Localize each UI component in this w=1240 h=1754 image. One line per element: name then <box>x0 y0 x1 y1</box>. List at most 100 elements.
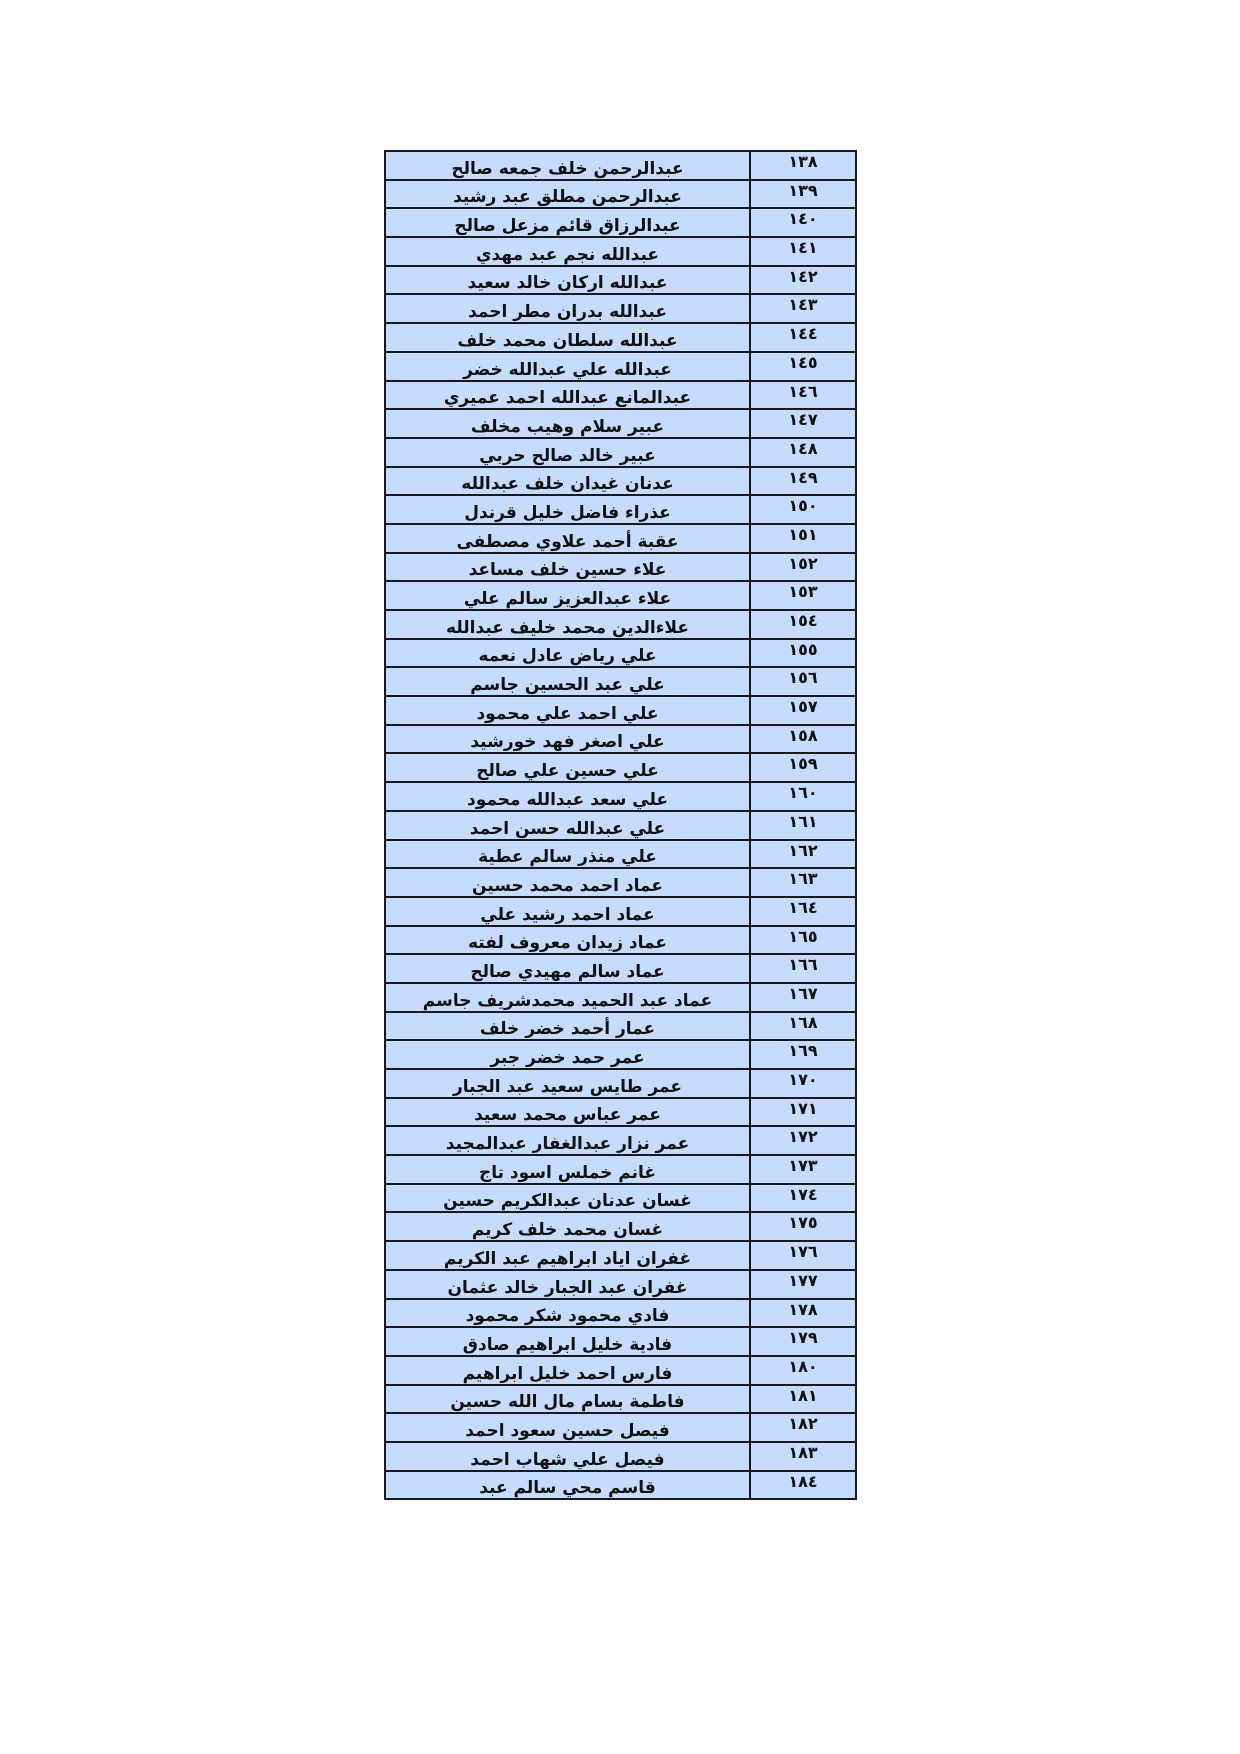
row-number: ١٦١ <box>749 809 857 841</box>
person-name: عذراء فاضل خليل قرندل <box>384 494 751 525</box>
person-name: عبدالله سلطان محمد خلف <box>384 322 751 353</box>
row-number: ١٧٢ <box>749 1125 857 1157</box>
row-number: ١٥٨ <box>749 723 857 755</box>
table-row: ١٦٨ عمار أحمد خضر خلف <box>384 1010 857 1042</box>
row-number: ١٤٣ <box>749 293 857 325</box>
person-name: علي عبد الحسين جاسم <box>384 666 751 698</box>
table-row: ١٥٣ علاء عبدالعزيز سالم علي <box>384 580 857 611</box>
person-name: عبدالله بدران مطر احمد <box>384 293 751 325</box>
table-row: ١٧٣ غانم خملس اسود تاج <box>384 1154 857 1185</box>
person-name: علي احمد علي محمود <box>384 695 751 726</box>
person-name: عبدالمانع عبدالله احمد عميري <box>384 379 751 411</box>
row-number: ١٧٥ <box>749 1211 857 1243</box>
row-number: ١٤٢ <box>749 264 857 296</box>
row-number: ١٥٧ <box>749 695 857 726</box>
table-row: ١٦٠ علي سعد عبدالله محمود <box>384 781 857 812</box>
table-row: ١٧١ عمر عباس محمد سعيد <box>384 1096 857 1128</box>
row-number: ١٧٦ <box>749 1240 857 1271</box>
table-row: ١٥٤ علاءالدين محمد خليف عبدالله <box>384 609 857 640</box>
row-number: ١٤٠ <box>749 207 857 239</box>
table-row: ١٤٥ عبدالله علي عبدالله خضر <box>384 350 857 382</box>
person-name: عبير سلام وهيب مخلف <box>384 408 751 439</box>
table-row: ١٥٧ علي احمد علي محمود <box>384 695 857 726</box>
person-name: عماد احمد محمد حسين <box>384 867 751 898</box>
person-name: علي رياض عادل نعمه <box>384 637 751 669</box>
table-row: ١٥٥ علي رياض عادل نعمه <box>384 637 857 669</box>
person-name: عماد احمد رشيد علي <box>384 895 751 927</box>
table-row: ١٤٧ عبير سلام وهيب مخلف <box>384 408 857 439</box>
table-row: ١٧٨ فادي محمود شكر محمود <box>384 1297 857 1329</box>
person-name: فيصل حسين سعود احمد <box>384 1412 751 1443</box>
row-number: ١٦٣ <box>749 867 857 898</box>
person-name: علاء حسين خلف مساعد <box>384 551 751 583</box>
table-row: ١٧٢ عمر نزار عبدالغفار عبدالمجيد <box>384 1125 857 1157</box>
row-number: ١٥٠ <box>749 494 857 525</box>
row-number: ١٤٥ <box>749 350 857 382</box>
person-name: غسان محمد خلف كريم <box>384 1211 751 1243</box>
person-name: عدنان غيدان خلف عبدالله <box>384 465 751 497</box>
table-row: ١٥٢ علاء حسين خلف مساعد <box>384 551 857 583</box>
person-name: فادي محمود شكر محمود <box>384 1297 751 1329</box>
table-row: ١٥١ عقبة أحمد علاوي مصطفى <box>384 522 857 554</box>
person-name: علاء عبدالعزيز سالم علي <box>384 580 751 611</box>
person-name: علي حسين علي صالح <box>384 752 751 784</box>
row-number: ١٨٤ <box>749 1469 857 1501</box>
person-name: علاءالدين محمد خليف عبدالله <box>384 609 751 640</box>
row-number: ١٣٩ <box>749 178 857 210</box>
row-number: ١٤٩ <box>749 465 857 497</box>
row-number: ١٥٦ <box>749 666 857 698</box>
table-row: ١٧٩ فادية خليل ابراهيم صادق <box>384 1326 857 1357</box>
row-number: ١٦٠ <box>749 781 857 812</box>
person-name: غسان عدنان عبدالكريم حسين <box>384 1182 751 1214</box>
row-number: ١٤٤ <box>749 322 857 353</box>
person-name: عبدالله نجم عبد مهدي <box>384 236 751 267</box>
row-number: ١٧١ <box>749 1096 857 1128</box>
row-number: ١٦٥ <box>749 924 857 956</box>
person-name: علي اصغر فهد خورشيد <box>384 723 751 755</box>
table-row: ١٤٩ عدنان غيدان خلف عبدالله <box>384 465 857 497</box>
row-number: ١٨٢ <box>749 1412 857 1443</box>
row-number: ١٤٦ <box>749 379 857 411</box>
table-row: ١٨١ فاطمة بسام مال الله حسين <box>384 1383 857 1415</box>
person-name: فادية خليل ابراهيم صادق <box>384 1326 751 1357</box>
row-number: ١٦٩ <box>749 1039 857 1070</box>
table-row: ١٧٧ غفران عبد الجبار خالد عثمان <box>384 1268 857 1300</box>
table-row: ١٦٤ عماد احمد رشيد علي <box>384 895 857 927</box>
person-name: عمر طايس سعيد عبد الجبار <box>384 1068 751 1099</box>
person-name: عمار أحمد خضر خلف <box>384 1010 751 1042</box>
person-name: عماد زيدان معروف لفته <box>384 924 751 956</box>
table-row: ١٧٤ غسان عدنان عبدالكريم حسين <box>384 1182 857 1214</box>
row-number: ١٦٤ <box>749 895 857 927</box>
table-row: ١٦١ علي عبدالله حسن احمد <box>384 809 857 841</box>
person-name: عبدالله علي عبدالله خضر <box>384 350 751 382</box>
table-row: ١٦٧ عماد عبد الحميد محمدشريف جاسم <box>384 981 857 1013</box>
table-row: ١٥٩ علي حسين علي صالح <box>384 752 857 784</box>
person-name: عقبة أحمد علاوي مصطفى <box>384 522 751 554</box>
table-row: ١٦٥ عماد زيدان معروف لفته <box>384 924 857 956</box>
table-row: ١٧٥ غسان محمد خلف كريم <box>384 1211 857 1243</box>
row-number: ١٦٧ <box>749 981 857 1013</box>
table-row: ١٦٩ عمر حمد خضر جبر <box>384 1039 857 1070</box>
table-row: ١٥٠ عذراء فاضل خليل قرندل <box>384 494 857 525</box>
person-name: علي منذر سالم عطية <box>384 838 751 870</box>
row-number: ١٧٨ <box>749 1297 857 1329</box>
row-number: ١٨٣ <box>749 1440 857 1472</box>
table-row: ١٤٠ عبدالرزاق قائم مزعل صالح <box>384 207 857 239</box>
row-number: ١٥٤ <box>749 609 857 640</box>
person-name: عبدالرحمن خلف جمعه صالح <box>384 150 751 181</box>
person-name: فاطمة بسام مال الله حسين <box>384 1383 751 1415</box>
row-number: ١٨١ <box>749 1383 857 1415</box>
table-row: ١٨٢ فيصل حسين سعود احمد <box>384 1412 857 1443</box>
person-name: عماد عبد الحميد محمدشريف جاسم <box>384 981 751 1013</box>
row-number: ١٣٨ <box>749 150 857 181</box>
row-number: ١٨٠ <box>749 1354 857 1386</box>
table-row: ١٦٣ عماد احمد محمد حسين <box>384 867 857 898</box>
table-row: ١٥٨ علي اصغر فهد خورشيد <box>384 723 857 755</box>
person-name: فيصل علي شهاب احمد <box>384 1440 751 1472</box>
row-number: ١٧٩ <box>749 1326 857 1357</box>
row-number: ١٥٢ <box>749 551 857 583</box>
row-number: ١٤٨ <box>749 436 857 468</box>
person-name: فارس احمد خليل ابراهيم <box>384 1354 751 1386</box>
person-name: علي عبدالله حسن احمد <box>384 809 751 841</box>
row-number: ١٥٥ <box>749 637 857 669</box>
